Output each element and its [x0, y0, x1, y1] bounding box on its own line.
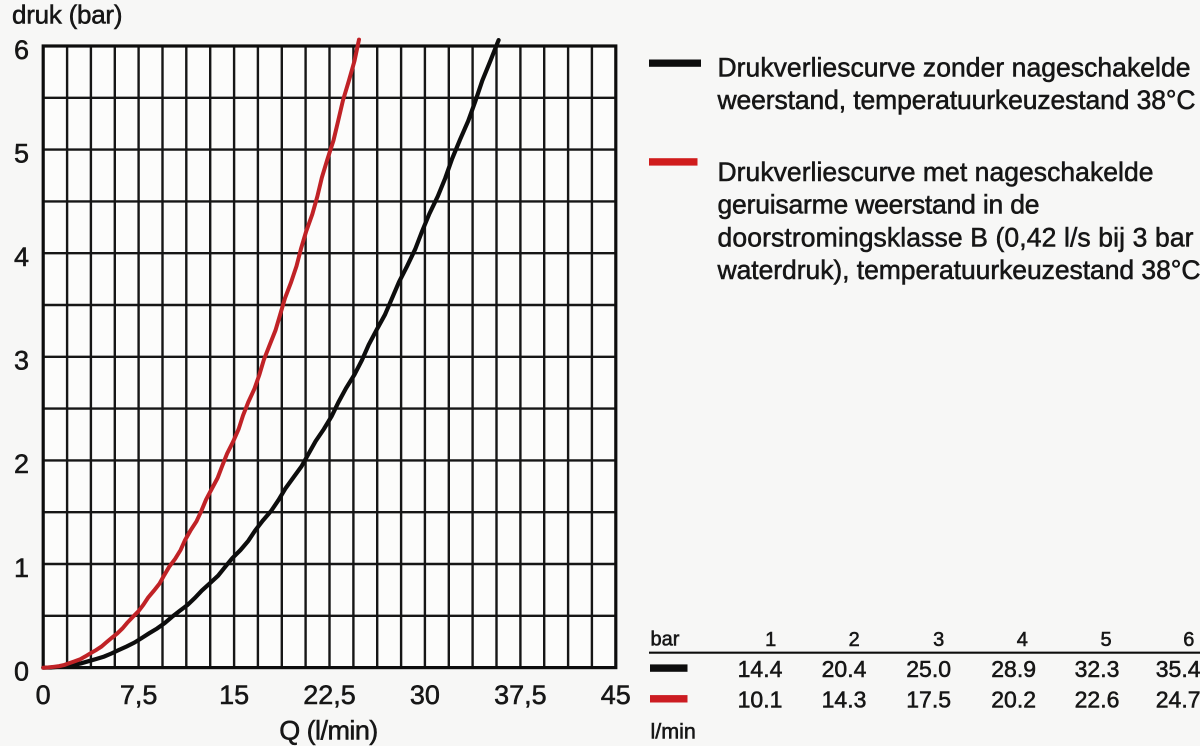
svg-text:30: 30 — [410, 680, 440, 710]
svg-text:Drukverliescurve zonder nagesc: Drukverliescurve zonder nageschakelde — [718, 52, 1191, 82]
svg-text:3: 3 — [14, 346, 29, 376]
svg-text:4: 4 — [14, 242, 29, 272]
svg-text:14.3: 14.3 — [822, 687, 867, 713]
svg-text:15: 15 — [219, 680, 249, 710]
svg-text:weerstand, temperatuurkeuzesta: weerstand, temperatuurkeuzestand 38°C — [717, 85, 1196, 115]
svg-text:5: 5 — [14, 138, 29, 168]
svg-text:3: 3 — [933, 629, 944, 651]
svg-text:22,5: 22,5 — [303, 680, 356, 710]
svg-text:7,5: 7,5 — [120, 680, 158, 710]
svg-text:6: 6 — [14, 35, 29, 65]
svg-text:17.5: 17.5 — [906, 687, 951, 713]
svg-text:2: 2 — [849, 629, 860, 651]
svg-text:2: 2 — [14, 449, 29, 479]
svg-text:35.4: 35.4 — [1156, 656, 1200, 682]
svg-text:1: 1 — [765, 629, 776, 651]
svg-text:20.4: 20.4 — [822, 656, 867, 682]
svg-text:45: 45 — [601, 680, 631, 710]
svg-text:1: 1 — [14, 553, 29, 583]
svg-text:bar: bar — [651, 629, 680, 651]
svg-text:25.0: 25.0 — [906, 656, 951, 682]
svg-text:14.4: 14.4 — [738, 656, 783, 682]
svg-text:Drukverliescurve met nageschak: Drukverliescurve met nageschakelde — [718, 157, 1154, 187]
svg-text:l/min: l/min — [651, 719, 696, 743]
svg-text:0: 0 — [36, 680, 51, 710]
svg-text:10.1: 10.1 — [738, 687, 783, 713]
svg-text:24.7: 24.7 — [1156, 687, 1200, 713]
svg-text:doorstromingsklasse B (0,42 l/: doorstromingsklasse B (0,42 l/s bij 3 ba… — [718, 222, 1194, 252]
svg-text:druk (bar): druk (bar) — [12, 0, 123, 29]
svg-text:geruisarme weerstand in de: geruisarme weerstand in de — [718, 190, 1040, 220]
svg-text:28.9: 28.9 — [991, 656, 1036, 682]
svg-text:5: 5 — [1100, 629, 1111, 651]
svg-text:waterdruk), temperatuurkeuzest: waterdruk), temperatuurkeuzestand 38°C — [717, 255, 1200, 285]
svg-text:22.6: 22.6 — [1075, 687, 1120, 713]
svg-text:6: 6 — [1183, 629, 1194, 651]
svg-text:4: 4 — [1017, 629, 1028, 651]
svg-text:32.3: 32.3 — [1075, 656, 1120, 682]
svg-text:0: 0 — [14, 656, 29, 686]
svg-text:37,5: 37,5 — [494, 680, 547, 710]
svg-text:Q (l/min): Q (l/min) — [279, 716, 378, 746]
svg-text:20.2: 20.2 — [991, 687, 1036, 713]
